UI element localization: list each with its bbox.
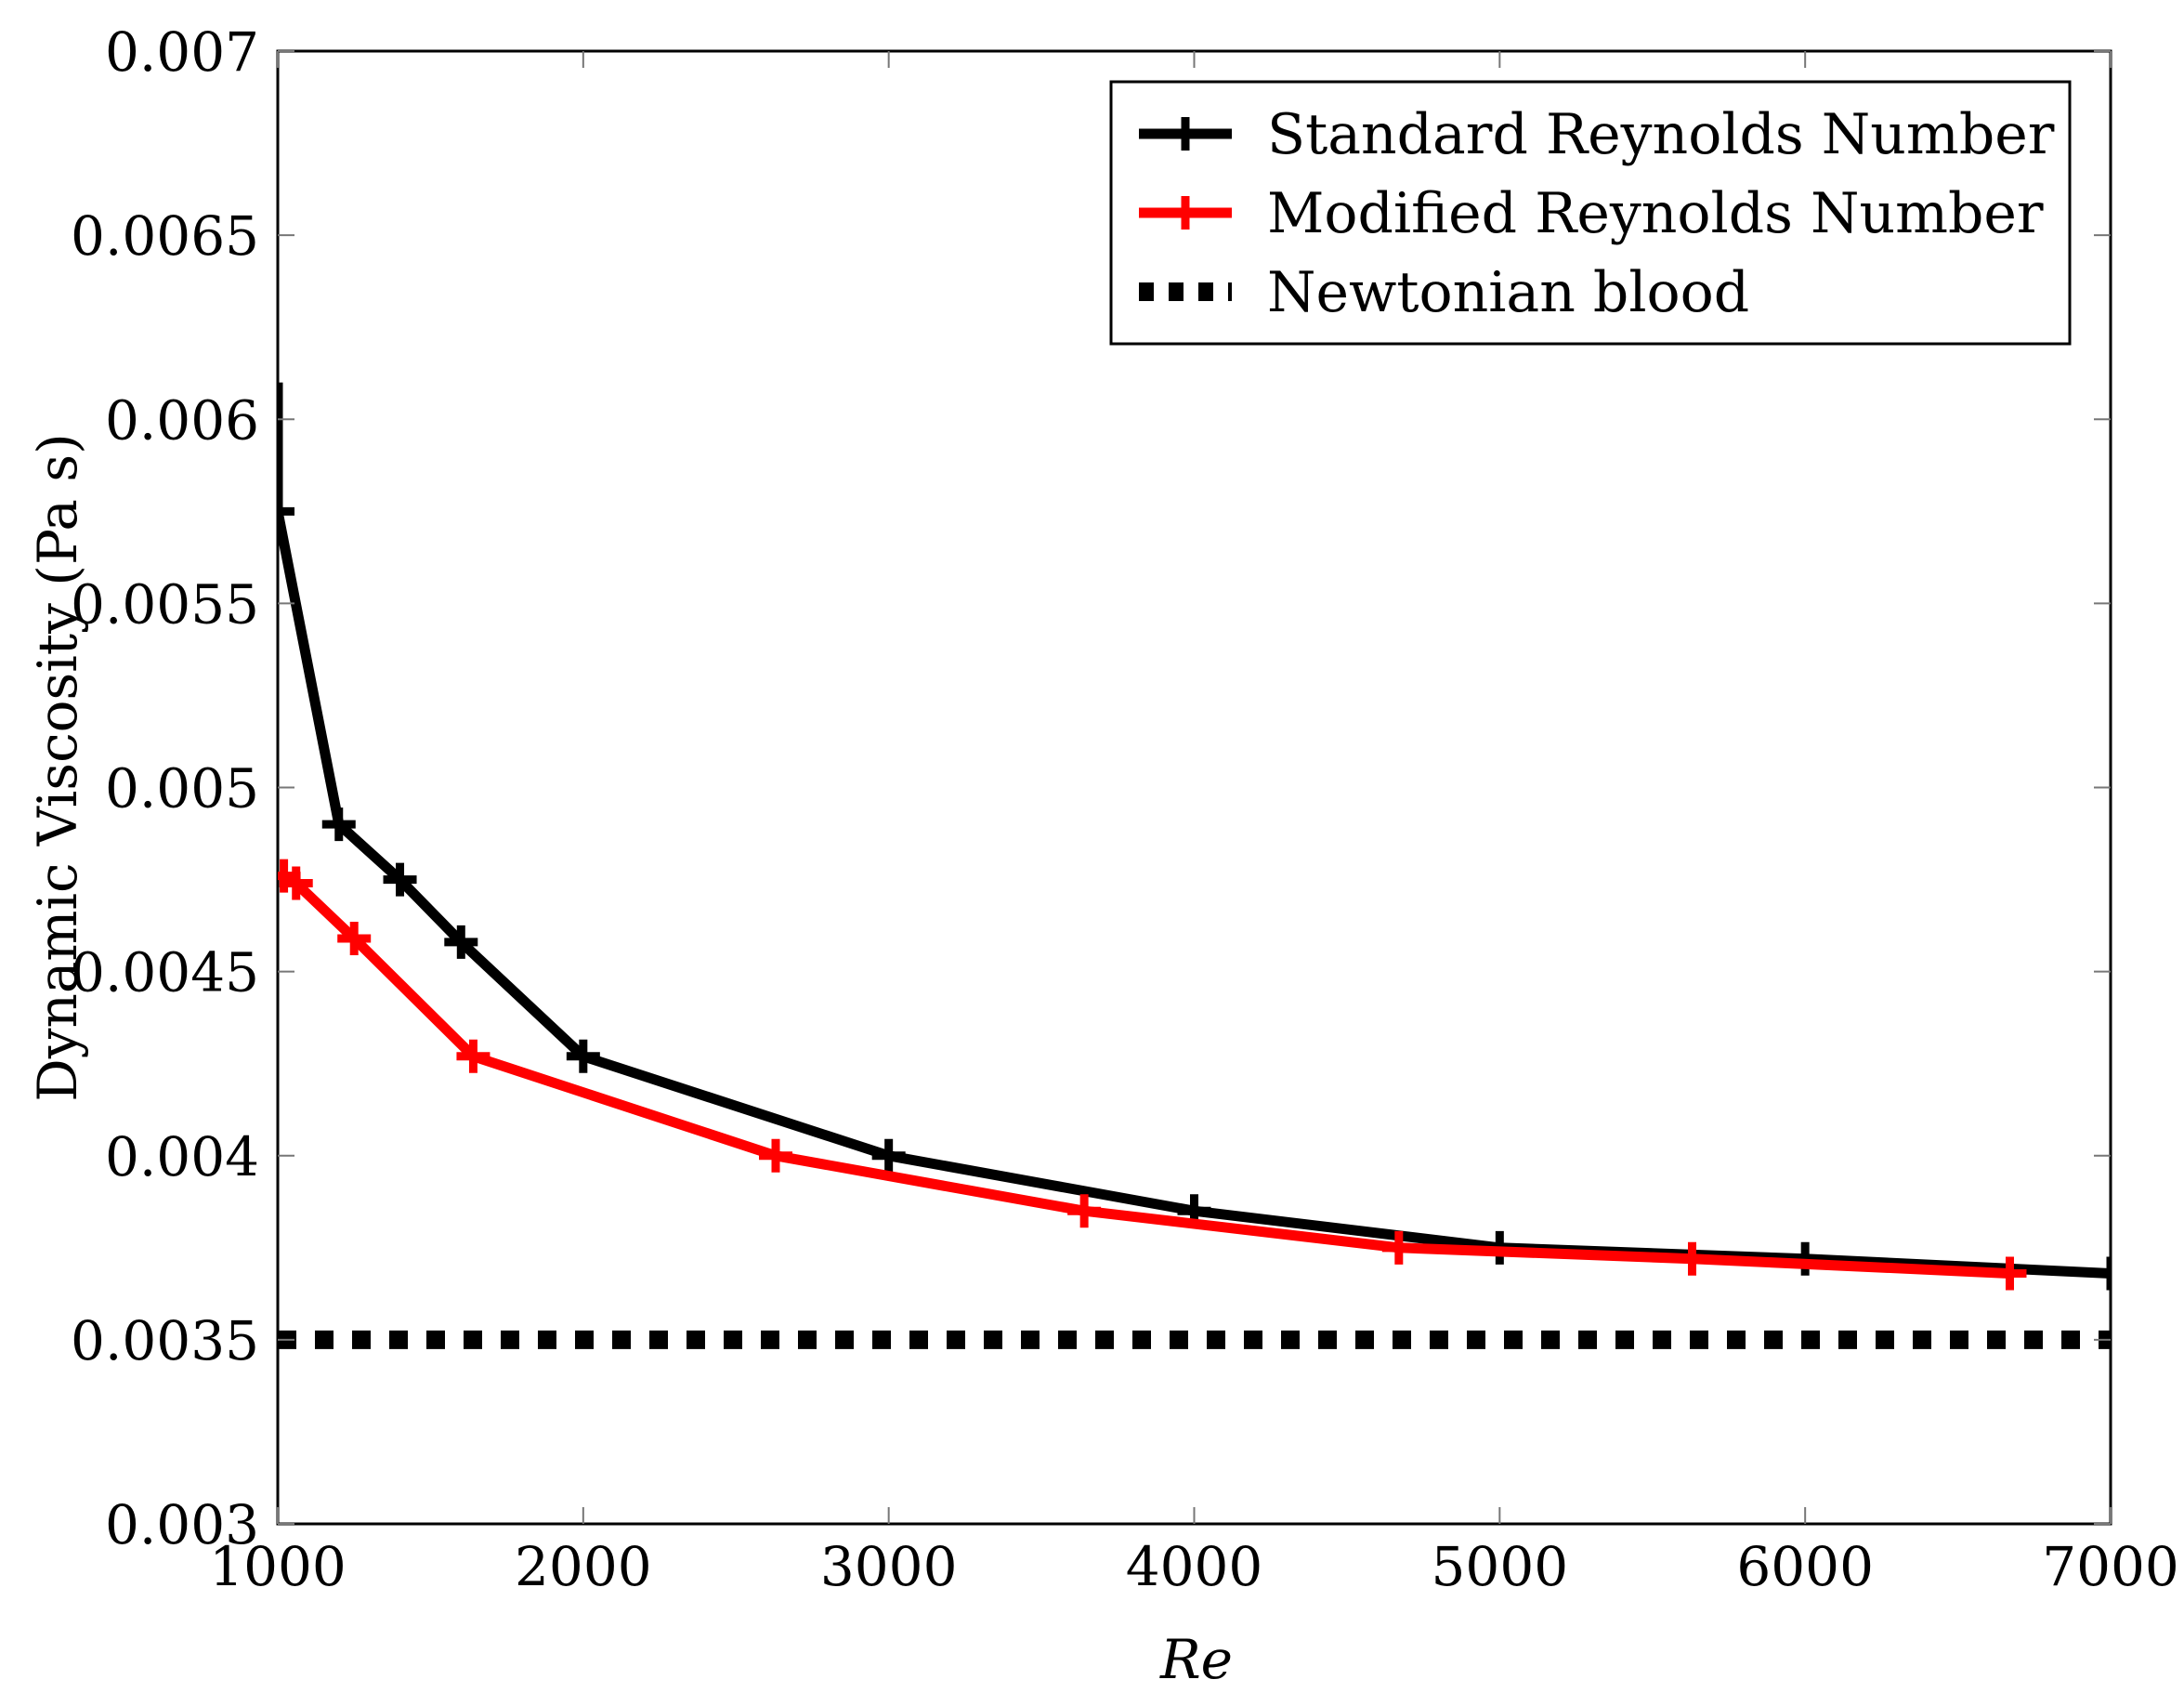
x-tick-label: 4000 [1126, 1535, 1263, 1598]
plot-area [276, 49, 2112, 1526]
y-tick-label: 0.006 [105, 388, 259, 452]
x-tick-label: 3000 [820, 1535, 958, 1598]
data-point [337, 921, 372, 955]
legend: Standard Reynolds Number Modified Reynold… [1109, 80, 2072, 346]
y-tick-label: 0.0055 [71, 572, 259, 636]
legend-label: Modified Reynolds Number [1267, 181, 2044, 246]
data-point [871, 1138, 906, 1173]
legend-box [1109, 80, 2072, 346]
data-point [1067, 1194, 1102, 1228]
x-tick-label: 6000 [1736, 1535, 1874, 1598]
series-line [281, 871, 2010, 1279]
x-tick-label: 2000 [515, 1535, 652, 1598]
data-point [758, 1138, 792, 1173]
data-point [321, 807, 356, 842]
x-tick-label: 7000 [2042, 1535, 2179, 1598]
series-standard-reynolds-number [278, 382, 2111, 1291]
legend-label: Standard Reynolds Number [1267, 102, 2055, 167]
data-point [566, 1039, 600, 1073]
y-tick-label: 0.005 [105, 757, 259, 820]
series-line [278, 382, 2111, 1279]
data-point [383, 862, 417, 897]
y-tick-label: 0.0035 [71, 1309, 259, 1372]
legend-label: Newtonian blood [1267, 260, 1749, 325]
data-point [1993, 1256, 2027, 1291]
y-tick-label: 0.004 [105, 1125, 259, 1188]
data-point [1675, 1241, 1709, 1276]
data-point [278, 494, 294, 529]
data-point [456, 1039, 490, 1073]
x-tick-label: 1000 [209, 1535, 347, 1598]
series-modified-reynolds-number [278, 859, 2027, 1291]
y-tick-label: 0.0045 [71, 941, 259, 1004]
y-axis-label: Dynamic Viscosity (Pa s) [26, 433, 89, 1102]
x-tick-label: 5000 [1432, 1535, 1569, 1598]
y-axis-ticks: 0.003 0.0035 0.004 0.0045 0.005 0.0055 0.006 0.… [71, 20, 2111, 1556]
data-point [444, 925, 478, 959]
data-point [279, 866, 313, 900]
x-axis-ticks: 1000 2000 3000 4000 5000 6000 7000 [209, 51, 2179, 1598]
data-point [1381, 1230, 1416, 1265]
y-tick-label: 0.003 [105, 1493, 259, 1556]
x-axis-label: Re [1159, 1628, 1233, 1691]
y-tick-label: 0.007 [105, 20, 259, 84]
y-tick-label: 0.0065 [71, 204, 259, 268]
data-point [2094, 1256, 2111, 1291]
